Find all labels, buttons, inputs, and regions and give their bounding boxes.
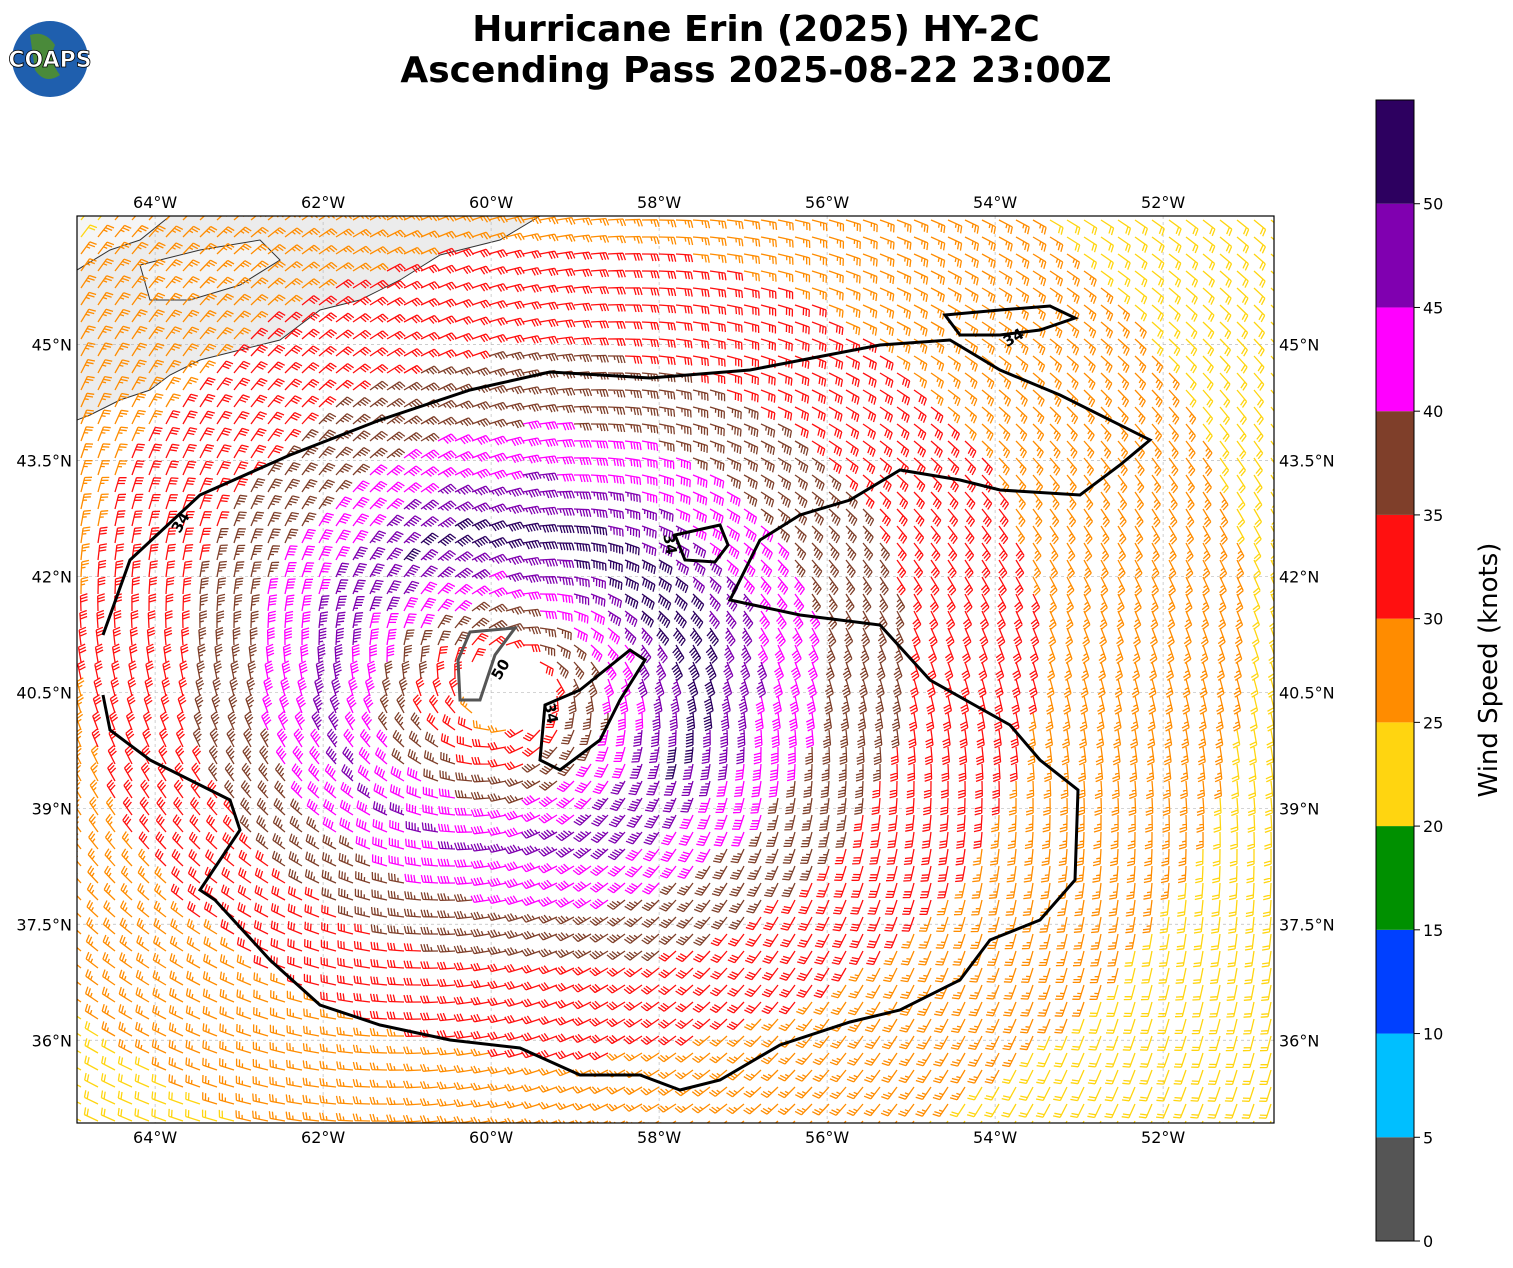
colorbar-tick-label: 15 xyxy=(1423,921,1443,940)
contour-34 xyxy=(538,648,648,772)
contour-label: 34 xyxy=(540,701,561,725)
y-tick-label: 43.5°N xyxy=(16,451,72,470)
wind-barbs xyxy=(77,216,1245,1123)
colorbar-segment xyxy=(1376,722,1414,827)
y-tick-label: 39°N xyxy=(1279,799,1319,818)
y-tick-label: 37.5°N xyxy=(1279,915,1335,934)
wind-barbs xyxy=(403,517,719,780)
colorbar-tick-label: 5 xyxy=(1423,1128,1433,1147)
land xyxy=(139,239,281,301)
colorbar-segment xyxy=(1376,514,1414,619)
colorbar-tick-label: 40 xyxy=(1423,402,1443,421)
colorbar-segment xyxy=(1376,929,1414,1034)
contour-label: 34 xyxy=(659,532,680,556)
y-tick-label: 43.5°N xyxy=(1279,451,1335,470)
colorbar-segment xyxy=(1376,203,1414,308)
x-tick-label: 62°W xyxy=(301,193,345,212)
colorbar-tick-label: 30 xyxy=(1423,610,1443,629)
y-tick-label: 45°N xyxy=(1279,335,1319,354)
y-tick-label: 36°N xyxy=(1279,1031,1319,1050)
title: Ascending Pass 2025-08-22 23:00Z xyxy=(400,50,1111,91)
map-frame xyxy=(76,215,1275,1124)
colorbar-segment xyxy=(1376,411,1414,515)
x-tick-label: 56°W xyxy=(805,1128,849,1147)
logo: COAPS xyxy=(8,21,92,97)
x-tick-label: 54°W xyxy=(973,193,1017,212)
y-tick-label: 45°N xyxy=(32,335,72,354)
colorbar-segment xyxy=(1376,1033,1414,1138)
x-tick-label: 52°W xyxy=(1141,1128,1185,1147)
y-tick-label: 39°N xyxy=(32,799,72,818)
colorbar-label: Wind Speed (knots) xyxy=(1474,543,1504,798)
colorbar-tick-label: 45 xyxy=(1423,298,1443,317)
colorbar-tick-label: 25 xyxy=(1423,713,1443,732)
x-tick-label: 58°W xyxy=(637,193,681,212)
wind-barbs xyxy=(192,350,906,962)
x-tick-label: 54°W xyxy=(973,1128,1017,1147)
y-tick-label: 40.5°N xyxy=(1279,683,1335,702)
y-tick-label: 36°N xyxy=(32,1031,72,1050)
x-tick-label: 60°W xyxy=(469,193,513,212)
y-tick-label: 42°N xyxy=(32,567,72,586)
x-tick-label: 56°W xyxy=(805,193,849,212)
title: Hurricane Erin (2025) HY-2C xyxy=(472,9,1040,50)
colorbar: 0 5 10 15 20 25 30 35 40 45 50 xyxy=(1375,99,1443,1251)
colorbar-tick-label: 0 xyxy=(1423,1232,1433,1251)
contour-34 xyxy=(672,523,730,564)
colorbar-segment xyxy=(1376,1137,1414,1241)
colorbar-tick-label: 20 xyxy=(1423,817,1443,836)
x-tick-label: 64°W xyxy=(133,1128,177,1147)
colorbar-segment xyxy=(1376,618,1414,723)
colorbar-tick-label: 50 xyxy=(1423,195,1443,214)
wind-barbs xyxy=(311,471,768,861)
logo-land xyxy=(30,33,60,79)
wind-barbs xyxy=(77,247,1041,1061)
x-tick-label: 62°W xyxy=(301,1128,345,1147)
wind-barbs xyxy=(77,216,1274,1123)
y-tick-label: 37.5°N xyxy=(16,915,72,934)
map: 34 34 34 34 50 xyxy=(77,216,1274,1123)
logo-text: COAPS xyxy=(8,48,91,73)
colorbar-segment xyxy=(1376,100,1414,204)
colorbar-tick-label: 35 xyxy=(1423,506,1443,525)
colorbar-segment xyxy=(1376,826,1414,930)
x-tick-label: 64°W xyxy=(133,193,177,212)
contour-34 xyxy=(942,304,1079,337)
contour-50 xyxy=(456,626,519,702)
colorbar-tick-label: 10 xyxy=(1423,1025,1443,1044)
y-tick-label: 40.5°N xyxy=(16,683,72,702)
colorbar-segment xyxy=(1376,307,1414,412)
contour-34 xyxy=(101,338,1153,1092)
x-tick-label: 58°W xyxy=(637,1128,681,1147)
x-tick-label: 52°W xyxy=(1141,193,1185,212)
y-tick-label: 42°N xyxy=(1279,567,1319,586)
colorbar-frame xyxy=(1375,99,1415,1242)
x-tick-label: 60°W xyxy=(469,1128,513,1147)
